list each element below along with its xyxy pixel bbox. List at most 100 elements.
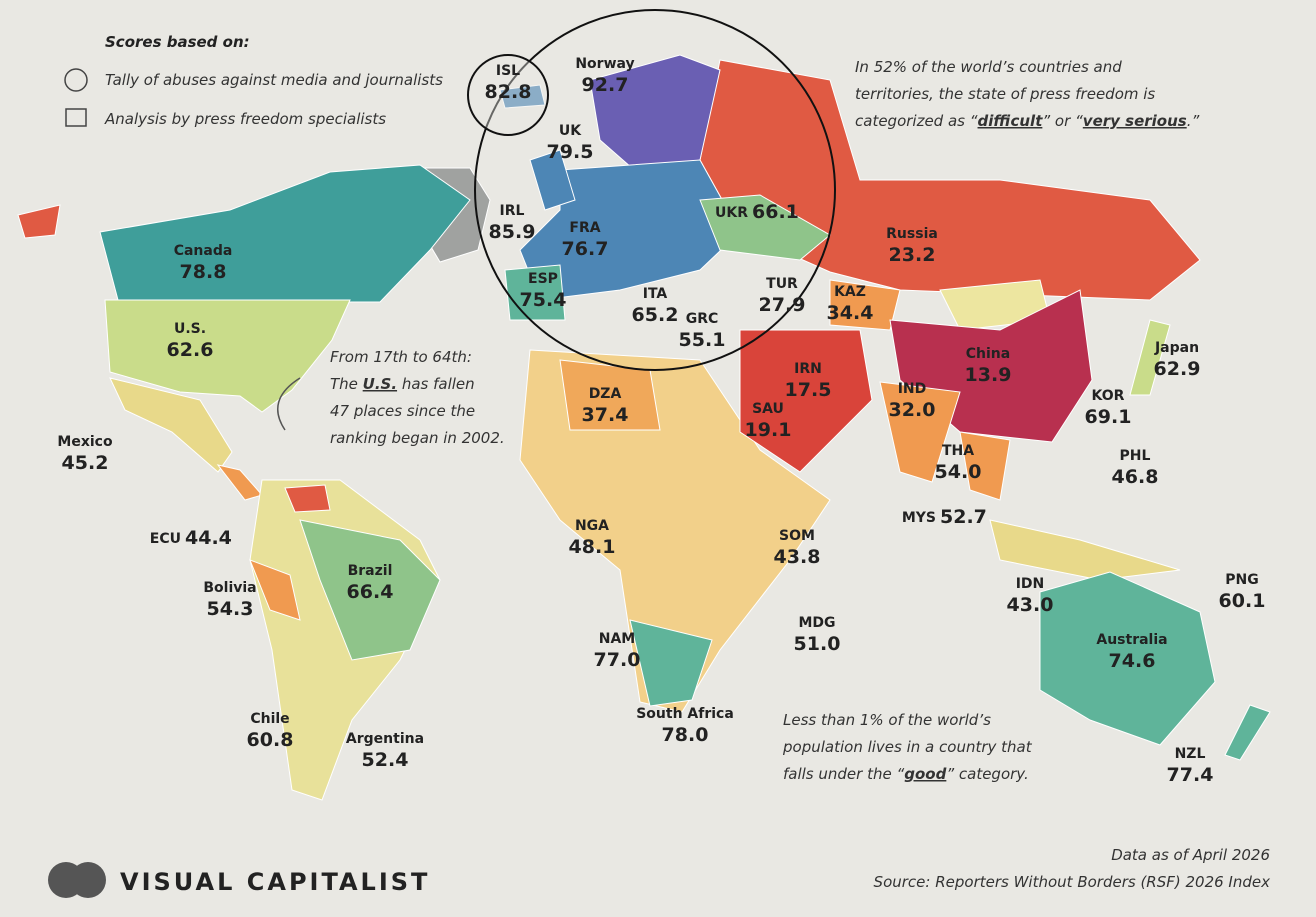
callout-text: Less than 1% of the world’s [783, 711, 991, 729]
country-label: DZA [589, 386, 622, 402]
callout-text: population lives in a country that [782, 738, 1033, 756]
country-score: 43.8 [774, 546, 821, 568]
callout-text: falls under the “ [783, 765, 904, 783]
bolivia [249, 559, 301, 621]
country-score: 52.7 [940, 506, 987, 528]
country-label: SOM [779, 528, 815, 544]
country-score: 45.2 [62, 452, 109, 474]
country-label: ISL [496, 63, 520, 79]
country-label: MDG [798, 615, 835, 631]
kazakhstan [829, 279, 901, 331]
country-score: 32.0 [889, 399, 936, 421]
japan [1129, 319, 1171, 396]
callout-bold: difficult [978, 112, 1044, 130]
country-score: 55.1 [679, 329, 726, 351]
callout-bold: very serious [1083, 112, 1187, 130]
country-label: Brazil [348, 563, 393, 579]
country-label: PNG [1225, 572, 1258, 588]
indonesia [989, 519, 1181, 581]
country-score: 62.9 [1154, 358, 1201, 380]
mexico [109, 377, 233, 473]
callout-line: population lives in a country that [782, 738, 1033, 756]
country-score: 27.9 [759, 294, 806, 316]
legend-icon [64, 68, 88, 92]
country-score: 48.1 [569, 536, 616, 558]
brand: VISUAL CAPITALIST [120, 868, 430, 896]
country-score: 79.5 [547, 141, 594, 163]
us-arrow [277, 377, 301, 431]
country-label: Norway [575, 56, 634, 72]
country-label: Russia [886, 226, 938, 242]
land [17, 54, 1271, 801]
iceland-zoom [467, 54, 549, 136]
country-score: 77.0 [594, 649, 641, 671]
callout-bold: good [904, 765, 946, 783]
country-score: 54.3 [207, 598, 254, 620]
country-label: Australia [1096, 632, 1167, 648]
country-label: KOR [1092, 388, 1125, 404]
callout-text: From 17th to 64th: [330, 348, 472, 366]
se-asia [959, 431, 1011, 501]
middle-east [739, 329, 873, 473]
callout-text: 47 places since the [330, 402, 475, 420]
country-label: GRC [686, 311, 719, 327]
country-score: 37.4 [582, 404, 629, 426]
country-score: 78.8 [180, 261, 227, 283]
country-label: UK [559, 123, 582, 139]
country-score: 60.1 [1219, 590, 1266, 612]
country-score: 92.7 [582, 74, 629, 96]
country-label: IND [898, 381, 927, 397]
country-score: 44.4 [185, 527, 232, 549]
country-score: 52.4 [362, 749, 409, 771]
country-label: NAM [599, 631, 635, 647]
callout-bold: U.S. [363, 375, 397, 393]
usa [104, 299, 351, 413]
country-label: South Africa [636, 706, 734, 722]
country-score: 54.0 [935, 461, 982, 483]
country-label: TUR [766, 276, 798, 292]
country-score: 17.5 [785, 379, 832, 401]
callout-line: In 52% of the world’s countries and [855, 58, 1122, 76]
callout-text: .” [1187, 112, 1200, 130]
country-score: 66.4 [347, 581, 394, 603]
country-score: 51.0 [794, 633, 841, 655]
country-score: 66.1 [752, 201, 799, 223]
labels: Norway 92.7 ISL 82.8 UK 79.5 IRL 85.9 FRA 76.7 UKR… [57, 56, 1265, 786]
country-score: 76.7 [562, 238, 609, 260]
callout-text: ” or “ [1042, 112, 1083, 130]
uk [529, 149, 576, 211]
callout-line: ranking began in 2002. [330, 429, 505, 447]
callout-text: The [330, 375, 363, 393]
iberia [504, 264, 566, 321]
legend-item: Analysis by press freedom specialists [104, 110, 386, 128]
country-score: 34.4 [827, 302, 874, 324]
callout-text: ” category. [946, 765, 1028, 783]
alaska [17, 204, 61, 239]
country-score: 13.9 [965, 364, 1012, 386]
callout-text: categorized as “ [855, 112, 978, 130]
country-label: MYS [902, 510, 936, 526]
south-africa [629, 619, 713, 707]
country-label: Japan [1154, 340, 1199, 356]
callout-line: territories, the state of press freedom … [855, 85, 1155, 103]
country-label: PHL [1120, 448, 1151, 464]
callout-line: From 17th to 64th: [330, 348, 472, 366]
country-label: KAZ [834, 284, 866, 300]
country-score: 23.2 [889, 244, 936, 266]
country-label: ECU [150, 531, 181, 547]
country-score: 77.4 [1167, 764, 1214, 786]
callout-line: Less than 1% of the world’s [783, 711, 991, 729]
country-score: 46.8 [1112, 466, 1159, 488]
country-score: 19.1 [745, 419, 792, 441]
country-label: Canada [174, 243, 233, 259]
india [879, 381, 961, 483]
country-score: 69.1 [1085, 406, 1132, 428]
callout-text: territories, the state of press freedom … [855, 85, 1155, 103]
country-score: 82.8 [485, 81, 532, 103]
callout-line: falls under the “good” category. [783, 765, 1029, 783]
country-label: SAU [752, 401, 784, 417]
country-score: 85.9 [489, 221, 536, 243]
country-label: FRA [569, 220, 600, 236]
